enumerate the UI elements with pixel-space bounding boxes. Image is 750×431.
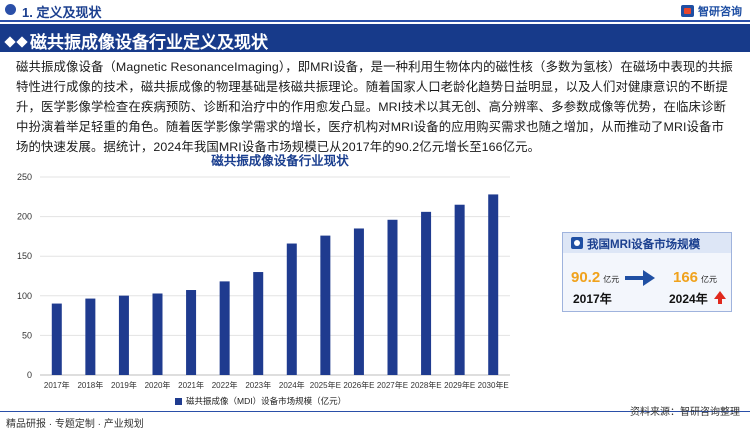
- to-value-number: 166: [673, 269, 699, 286]
- x-tick-label: 2030年E: [478, 380, 509, 390]
- bar: [219, 281, 230, 375]
- from-value: 90.2 亿元: [571, 269, 619, 286]
- x-tick-label: 2019年: [111, 380, 137, 390]
- y-tick-label: 250: [17, 172, 32, 182]
- title-banner: 磁共振成像设备行业定义及现状: [0, 24, 750, 52]
- card-header: 我国MRI设备市场规模: [563, 233, 731, 253]
- x-tick-label: 2028年E: [411, 380, 442, 390]
- bar: [320, 235, 331, 375]
- to-value-unit: 亿元: [701, 275, 718, 284]
- bar: [488, 194, 499, 375]
- y-tick-label: 150: [17, 251, 32, 261]
- bar: [118, 295, 129, 375]
- x-tick-label: 2025年E: [310, 380, 341, 390]
- legend-swatch: [175, 397, 182, 405]
- x-tick-label: 2021年: [178, 380, 204, 390]
- page-title: 磁共振成像设备行业定义及现状: [30, 33, 268, 52]
- chart-title: 磁共振成像设备行业现状: [211, 154, 349, 168]
- chart-legend: 磁共振成像（MDI）设备市场规模（亿元）: [175, 395, 346, 407]
- from-value-unit: 亿元: [603, 275, 620, 284]
- y-tick-label: 0: [27, 370, 32, 380]
- x-tick-label: 2026年E: [343, 380, 374, 390]
- y-tick-label: 50: [22, 330, 32, 340]
- card-title: 我国MRI设备市场规模: [587, 239, 701, 251]
- arrow-right-icon: [625, 276, 645, 280]
- title-diamond-icon: [4, 33, 30, 51]
- section-bullet-icon: [5, 4, 16, 15]
- bar: [353, 228, 364, 375]
- x-tick-label: 2018年: [77, 380, 103, 390]
- y-tick-label: 200: [17, 212, 32, 222]
- arrow-up-stem-icon: [718, 298, 722, 304]
- brand-logo-icon: [681, 5, 694, 17]
- header-divider: [0, 20, 750, 22]
- footer-tagline: 精品研报 · 专题定制 · 产业规划: [6, 419, 144, 430]
- market-size-card: 我国MRI设备市场规模 90.2 亿元 166 亿元 2017年 2024年: [562, 232, 732, 312]
- source-note: 资料来源：智研咨询整理: [630, 407, 740, 418]
- bar: [454, 204, 465, 375]
- x-tick-label: 2017年: [44, 380, 70, 390]
- footer-divider: [0, 411, 750, 412]
- arrow-right-head-icon: [643, 270, 655, 286]
- brand-logo: 智研咨询: [681, 3, 742, 19]
- to-year: 2024年: [669, 292, 708, 306]
- x-tick-label: 2029年E: [444, 380, 475, 390]
- x-tick-label: 2020年: [145, 380, 171, 390]
- x-tick-label: 2022年: [212, 380, 238, 390]
- bar: [51, 303, 62, 375]
- chart-badge-icon: [571, 237, 583, 249]
- intro-paragraph: 磁共振成像设备（Magnetic ResonanceImaging），即MRI设…: [16, 60, 733, 154]
- brand-logo-text: 智研咨询: [698, 6, 742, 18]
- to-value: 166 亿元: [673, 269, 717, 286]
- y-tick-label: 100: [17, 291, 32, 301]
- bar: [421, 211, 432, 375]
- x-tick-label: 2027年E: [377, 380, 408, 390]
- section-label: 1. 定义及现状: [22, 5, 102, 20]
- bar: [152, 293, 163, 375]
- bar: [253, 272, 264, 375]
- x-tick-label: 2023年: [245, 380, 271, 390]
- bar: [186, 290, 197, 375]
- bar-chart: 0 50 100 150 200 250 2017年 2018年 2019年 2020年 2021年…: [17, 172, 510, 390]
- legend-label: 磁共振成像（MDI）设备市场规模（亿元）: [186, 396, 347, 406]
- x-tick-label: 2024年: [279, 380, 305, 390]
- bar: [85, 298, 96, 375]
- arrow-up-icon: [714, 291, 726, 299]
- top-bar: 1. 定义及现状 智研咨询: [0, 0, 750, 20]
- bar: [286, 243, 297, 375]
- from-value-number: 90.2: [571, 269, 601, 286]
- from-year: 2017年: [573, 292, 612, 306]
- bar: [387, 219, 398, 375]
